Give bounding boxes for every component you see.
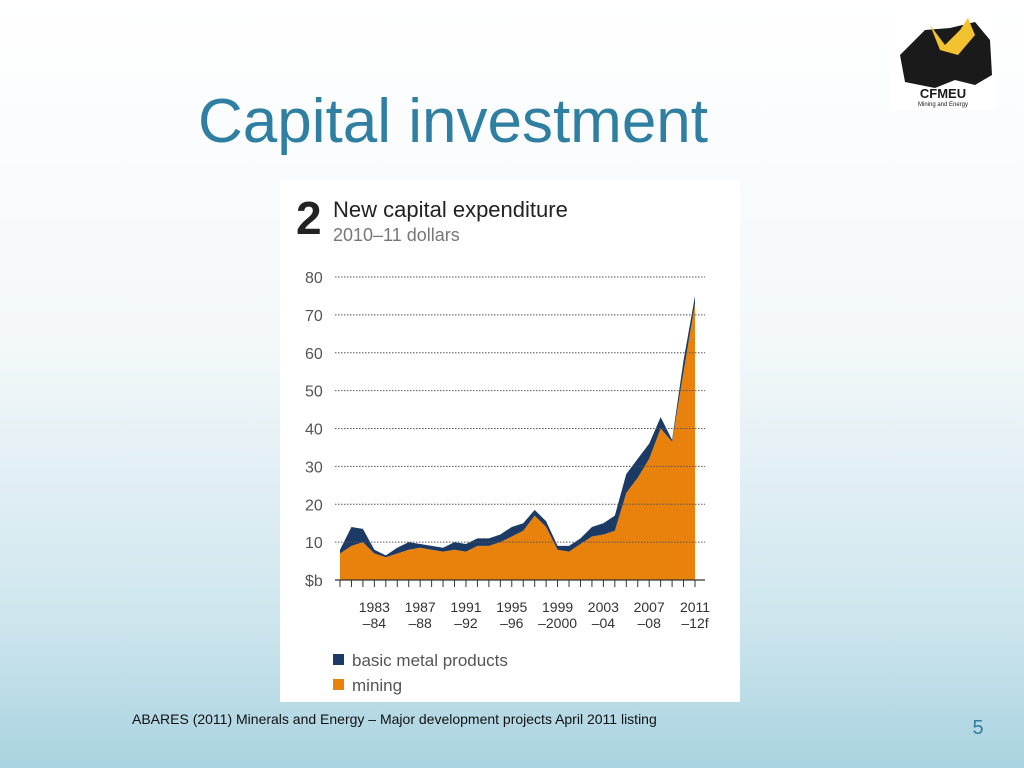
y-tick-label: 60 bbox=[305, 346, 323, 363]
x-tick-label: 1987 bbox=[405, 599, 436, 615]
y-tick-label: 70 bbox=[305, 308, 323, 325]
logo-star bbox=[930, 18, 975, 55]
x-tick-label: –84 bbox=[363, 615, 387, 631]
x-tick-label: 1991 bbox=[450, 599, 481, 615]
x-tick-label: –2000 bbox=[538, 615, 577, 631]
chart-number: 2 bbox=[296, 192, 322, 244]
y-tick-label: 10 bbox=[305, 535, 323, 552]
y-tick-label: 30 bbox=[305, 459, 323, 476]
chart: 2 New capital expenditure 2010–11 dollar… bbox=[296, 192, 568, 245]
slide-title: Capital investment bbox=[198, 87, 708, 156]
logo-tagline: Mining and Energy bbox=[918, 102, 968, 108]
x-tick-label: –04 bbox=[592, 615, 616, 631]
legend-swatch bbox=[333, 679, 344, 690]
x-tick-label: –96 bbox=[500, 615, 524, 631]
legend-label: mining bbox=[352, 676, 402, 695]
footer-source: ABARES (2011) Minerals and Energy – Majo… bbox=[132, 711, 657, 727]
x-tick-label: 1999 bbox=[542, 599, 573, 615]
page-number: 5 bbox=[972, 717, 983, 739]
x-tick-label: –88 bbox=[408, 615, 432, 631]
y-tick-label: 50 bbox=[305, 384, 323, 401]
x-tick-label: –08 bbox=[638, 615, 662, 631]
legend-swatch bbox=[333, 654, 344, 665]
chart-subtitle: 2010–11 dollars bbox=[333, 225, 460, 245]
chart-title: New capital expenditure bbox=[333, 197, 568, 222]
logo: CFMEU Mining and Energy bbox=[890, 12, 996, 110]
x-tick-label: 1983 bbox=[359, 599, 390, 615]
logo-name: CFMEU bbox=[920, 86, 966, 101]
y-tick-label: 40 bbox=[305, 422, 323, 439]
area bbox=[340, 303, 695, 580]
y-tick-label: 80 bbox=[305, 270, 323, 287]
x-tick-label: 2003 bbox=[588, 599, 619, 615]
x-tick-label: –92 bbox=[454, 615, 478, 631]
x-tick-label: –12f bbox=[681, 615, 708, 631]
y-tick-label: $b bbox=[305, 573, 323, 590]
x-tick-label: 2011 bbox=[680, 599, 710, 615]
y-tick-label: 20 bbox=[305, 497, 323, 514]
x-tick-label: 2007 bbox=[634, 599, 665, 615]
legend-label: basic metal products bbox=[352, 651, 508, 670]
x-tick-label: 1995 bbox=[496, 599, 527, 615]
